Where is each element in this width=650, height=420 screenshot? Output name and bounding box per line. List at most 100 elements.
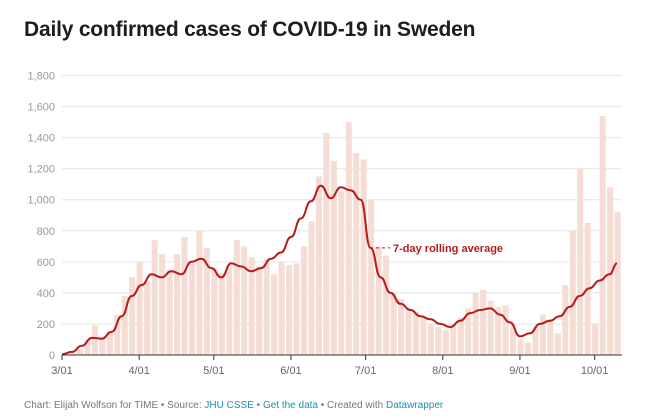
- daily-case-bars: [62, 115, 621, 356]
- bar: [390, 292, 397, 355]
- bar: [91, 325, 98, 355]
- datawrapper-link[interactable]: Datawrapper: [385, 400, 444, 411]
- x-tick-label: 4/01: [128, 365, 149, 377]
- bar: [181, 237, 188, 355]
- bar: [577, 168, 584, 355]
- bar: [99, 337, 106, 355]
- bar: [121, 296, 128, 355]
- bar: [203, 247, 210, 355]
- bar: [76, 348, 83, 355]
- bar: [159, 254, 166, 355]
- bar: [241, 246, 248, 355]
- bar: [338, 191, 345, 355]
- bar: [607, 187, 614, 355]
- bar: [286, 264, 293, 355]
- x-tick-label: 9/01: [509, 365, 530, 377]
- y-tick-label: 600: [37, 257, 55, 269]
- bar: [151, 240, 158, 355]
- bar: [502, 305, 509, 355]
- y-tick-label: 800: [37, 226, 55, 238]
- bar: [450, 323, 457, 355]
- bar: [248, 257, 255, 355]
- y-tick-label: 200: [37, 319, 55, 331]
- bar: [547, 319, 554, 355]
- bar: [539, 314, 546, 355]
- bar: [383, 255, 390, 355]
- bar: [420, 316, 427, 355]
- bar: [106, 331, 113, 355]
- bar: [211, 268, 218, 355]
- bar: [84, 339, 91, 355]
- axes: 0 200 400 600 800 1,000 1,200 1,400 1,600 1,800 3/…: [27, 71, 622, 377]
- bar: [405, 308, 412, 355]
- bar: [218, 272, 225, 355]
- chart-credits: Chart: Elijah Wolfson for TIME • Source:…: [24, 400, 443, 411]
- bar: [614, 212, 621, 355]
- bar: [136, 261, 143, 355]
- get-data-link[interactable]: Get the data: [262, 400, 318, 411]
- x-tick-label: 5/01: [203, 365, 224, 377]
- bar: [129, 277, 136, 355]
- credits-created-with: • Created with: [317, 400, 386, 411]
- bar: [457, 317, 464, 355]
- bar: [599, 115, 606, 355]
- bar: [517, 339, 524, 355]
- bar: [315, 176, 322, 355]
- credits-separator: •: [253, 400, 263, 411]
- y-tick-label: 1,000: [27, 195, 55, 207]
- bar: [226, 268, 233, 355]
- annotation-label: 7-day rolling average: [393, 243, 503, 255]
- bar: [442, 330, 449, 355]
- rolling-average-path: [61, 184, 618, 356]
- x-tick-label: 7/01: [355, 365, 376, 377]
- credits-prefix: Chart: Elijah Wolfson for TIME • Source:: [24, 400, 205, 411]
- bar: [472, 292, 479, 355]
- y-tick-label: 0: [49, 350, 55, 362]
- chart-title: Daily confirmed cases of COVID-19 in Swe…: [24, 18, 476, 41]
- bar: [375, 246, 382, 355]
- bar: [487, 300, 494, 355]
- bar: [398, 299, 405, 355]
- bar: [532, 327, 539, 355]
- bar: [323, 132, 330, 355]
- bar: [562, 285, 569, 355]
- annotation: 7-day rolling average: [370, 243, 503, 255]
- bar: [435, 327, 442, 355]
- source-link[interactable]: JHU CSSE: [204, 400, 254, 411]
- bar: [293, 263, 300, 355]
- bar: [510, 323, 517, 355]
- bar: [569, 230, 576, 355]
- bar: [345, 122, 352, 356]
- x-tick-label: 8/01: [432, 365, 453, 377]
- bar: [368, 199, 375, 355]
- bar: [144, 280, 151, 355]
- bar: [278, 261, 285, 355]
- bar: [271, 274, 278, 355]
- bar: [554, 333, 561, 355]
- bar: [465, 308, 472, 355]
- bar: [166, 269, 173, 355]
- bar: [114, 314, 121, 355]
- bar: [592, 323, 599, 355]
- bar: [360, 159, 367, 355]
- x-tick-label: 3/01: [51, 365, 72, 377]
- bar: [188, 263, 195, 355]
- y-tick-label: 1,400: [27, 133, 55, 145]
- bar: [196, 230, 203, 355]
- y-tick-label: 1,200: [27, 164, 55, 176]
- bar: [427, 323, 434, 355]
- bar: [308, 221, 315, 355]
- y-tick-label: 1,600: [27, 102, 55, 114]
- bar: [495, 306, 502, 355]
- bar: [330, 160, 337, 355]
- x-tick-label: 6/01: [280, 365, 301, 377]
- bar: [524, 342, 531, 355]
- bar: [263, 258, 270, 355]
- bar: [300, 246, 307, 355]
- bar: [69, 352, 76, 355]
- bar: [480, 289, 487, 355]
- bar: [233, 240, 240, 355]
- x-tick-label: 10/01: [581, 365, 609, 377]
